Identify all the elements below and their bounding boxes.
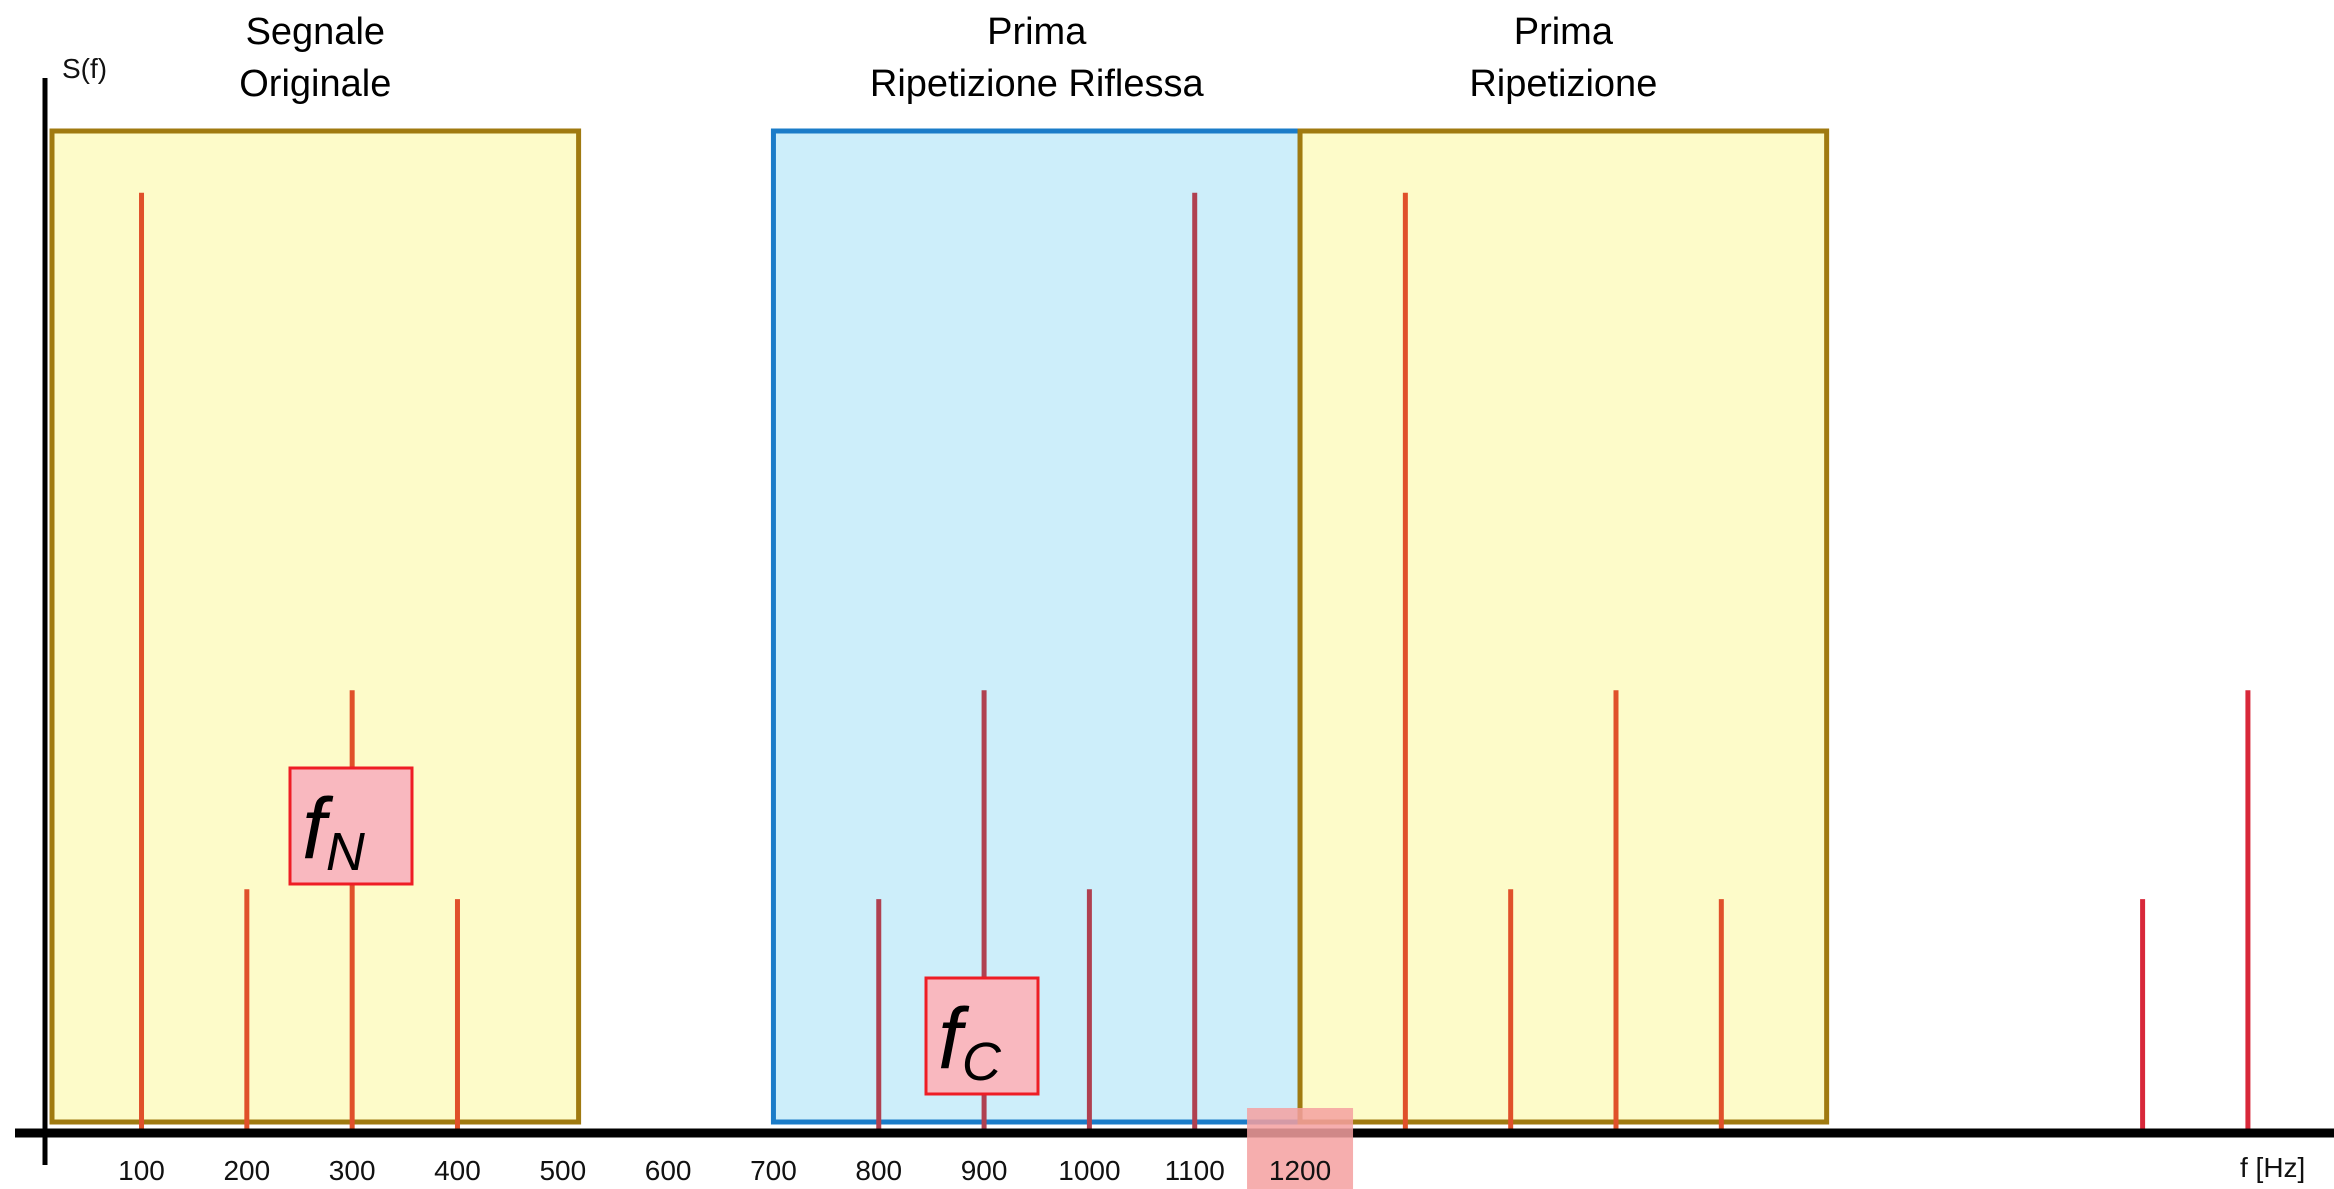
group-box-3	[1297, 128, 1830, 1125]
group-label-3-line-1: Prima	[1514, 11, 1614, 53]
x-tick-label-700: 700	[750, 1155, 797, 1186]
x-tick-label-400: 400	[434, 1155, 481, 1186]
group-label-2-line-1: Prima	[987, 11, 1087, 53]
annotation-f-n-subscript: N	[326, 822, 366, 882]
annotation-f-c: fC	[924, 976, 1040, 1096]
x-tick-label-1200: 1200	[1269, 1155, 1331, 1186]
group-box-1	[49, 128, 582, 1125]
x-tick-label-500: 500	[539, 1155, 586, 1186]
x-tick-labels: 1002003004005006007008009001000110012002…	[118, 1108, 1354, 1189]
group-labels: Segnale Originale Prima Ripetizione Rifless…	[239, 11, 1657, 105]
axes	[15, 78, 2334, 1165]
group-label-1-line-2: Originale	[239, 63, 391, 105]
x-tick-label-100: 100	[118, 1155, 165, 1186]
x-tick-label-900: 900	[961, 1155, 1008, 1186]
tick-highlight-1200	[1247, 1108, 1354, 1189]
group-label-1-line-1: Segnale	[246, 11, 385, 53]
x-tick-label-200: 200	[223, 1155, 270, 1186]
annotation-f-n-box	[288, 766, 414, 886]
annotation-f-n: fN	[288, 766, 414, 886]
x-tick-label-600: 600	[645, 1155, 692, 1186]
annotations: fN fC	[288, 766, 1040, 1096]
x-tick-label-1100: 1100	[1165, 1155, 1225, 1186]
x-tick-label-800: 800	[855, 1155, 902, 1186]
y-axis-label: S(f)	[62, 53, 107, 84]
group-boxes	[49, 128, 1830, 1125]
group-box-2	[770, 128, 1303, 1125]
group-label-3-line-2: Ripetizione	[1469, 63, 1657, 105]
group-label-2-line-2: Ripetizione Riflessa	[870, 63, 1205, 105]
x-axis-label: f [Hz]	[2240, 1152, 2305, 1183]
annotation-f-c-subscript: C	[962, 1032, 1002, 1092]
x-tick-label-1000: 1000	[1058, 1155, 1120, 1186]
annotation-f-c-box	[924, 976, 1040, 1096]
x-tick-label-300: 300	[329, 1155, 376, 1186]
spectral-lines	[139, 192, 2251, 1130]
